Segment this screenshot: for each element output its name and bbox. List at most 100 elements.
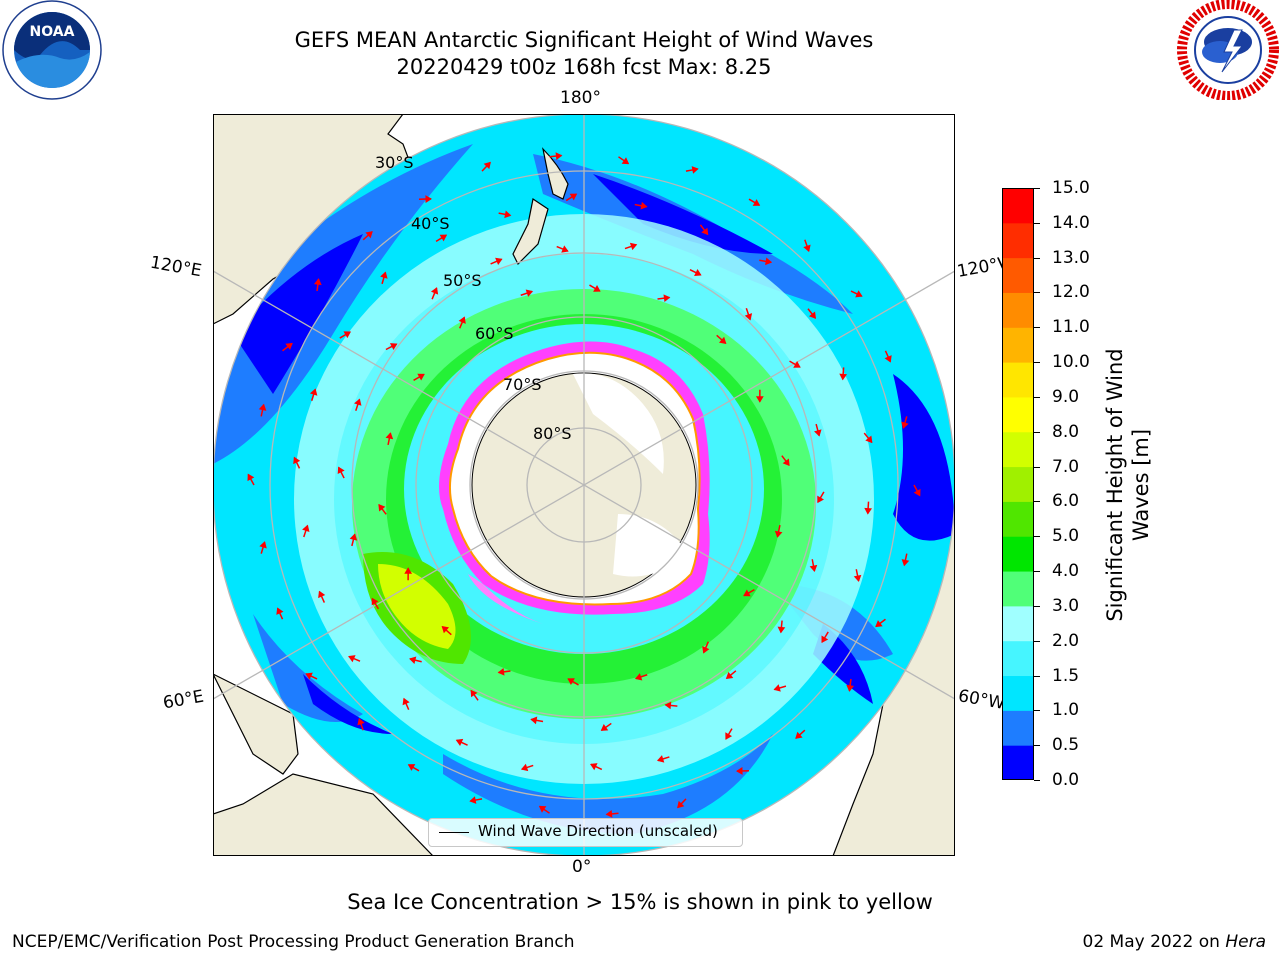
wind-arrow-head — [520, 763, 529, 772]
wind-arrow-head — [285, 342, 293, 350]
wind-arrow-head — [458, 316, 466, 324]
wind-arrow-head — [663, 294, 671, 303]
colorbar-tick-label: 14.0 — [1052, 212, 1090, 233]
wind-arrow-head — [875, 620, 883, 628]
colorbar-border — [1002, 188, 1034, 780]
colorbar-segment — [1002, 327, 1034, 363]
wind-arrow-head — [774, 530, 783, 538]
wind-arrow-head — [736, 767, 743, 775]
noaa-logo: NOAA — [2, 0, 102, 100]
colorbar — [1002, 188, 1034, 780]
wind-arrow-head — [814, 429, 822, 437]
wind-arrow-head — [404, 567, 413, 574]
wind-arrow-head — [309, 388, 318, 396]
colorbar-tick-mark — [1034, 745, 1040, 747]
colorbar-tick-label: 8.0 — [1052, 421, 1080, 442]
wind-arrow-head — [809, 564, 818, 572]
wind-arrow-head — [855, 290, 863, 298]
wind-arrow-head — [425, 195, 432, 203]
colorbar-tick-mark — [1034, 640, 1040, 642]
colorbar-segment — [1002, 292, 1034, 328]
wind-arrow-head — [357, 717, 365, 726]
wind-arrow-head — [441, 626, 450, 634]
wind-arrow-head — [864, 507, 873, 515]
colorbar-tick-label: 3.0 — [1052, 595, 1080, 616]
wind-arrow-head — [378, 503, 386, 512]
wind-arrow-head — [621, 157, 630, 165]
wind-arrow-head — [302, 524, 310, 532]
wind-arrow-head — [409, 656, 417, 664]
wind-arrow-head — [305, 672, 313, 680]
wind-arrow-head — [417, 373, 425, 381]
colorbar-label: Significant Height of Wind Waves [m] — [1103, 348, 1153, 622]
wind-arrow-head — [913, 488, 921, 497]
colorbar-tick-mark — [1034, 257, 1040, 259]
wind-arrow-head — [455, 738, 464, 747]
wind-arrow-head — [846, 684, 854, 692]
wind-arrow-head — [318, 590, 326, 599]
wind-arrow-head — [634, 673, 643, 681]
colorbar-tick-label: 2.0 — [1052, 630, 1080, 651]
colorbar-tick-label: 6.0 — [1052, 491, 1080, 512]
wind-arrow-head — [569, 193, 578, 201]
wind-arrow-head — [530, 716, 538, 725]
wind-arrow-head — [777, 626, 786, 634]
wind-arrow-head — [525, 289, 534, 297]
colorbar-tick-label: 10.0 — [1052, 352, 1090, 373]
wind-arrow-head — [402, 697, 410, 706]
colorbar-tick-label: 11.0 — [1052, 317, 1090, 338]
wind-arrow-head — [469, 796, 477, 804]
wind-arrow-head — [782, 458, 790, 467]
graticule — [213, 114, 955, 856]
wind-arrow-head — [901, 421, 909, 429]
wind-arrow-head — [694, 269, 702, 277]
colorbar-tick-mark — [1034, 501, 1040, 503]
wind-arrow-head — [691, 166, 699, 174]
colorbar-tick-label: 13.0 — [1052, 247, 1090, 268]
wind-arrow-head — [276, 607, 284, 615]
wind-arrow-head — [380, 271, 388, 279]
wind-arrow-head — [725, 671, 734, 680]
colorbar-tick-label: 0.0 — [1052, 770, 1080, 790]
colorbar-segment — [1002, 536, 1034, 572]
colorbar-tick-mark — [1034, 536, 1040, 538]
wind-arrow-head — [664, 701, 672, 710]
colorbar-tick-label: 1.0 — [1052, 700, 1080, 721]
colorbar-tick-label: 9.0 — [1052, 386, 1080, 407]
colorbar-tick-mark — [1034, 222, 1040, 224]
lat-label-40s: 40°S — [411, 214, 450, 233]
legend-line-swatch — [439, 832, 469, 833]
wind-arrow-head — [590, 763, 598, 771]
chart-subtitle: 20220429 t00z 168h fcst Max: 8.25 — [396, 55, 772, 79]
colorbar-tick-label: 0.5 — [1052, 735, 1080, 756]
wind-arrow-head — [470, 689, 478, 698]
wind-arrow-head — [348, 655, 356, 663]
wind-arrow-head — [593, 284, 601, 292]
wind-arrow-head — [343, 331, 351, 339]
colorbar-tick-label: 1.5 — [1052, 665, 1080, 686]
colorbar-tick-mark — [1034, 362, 1040, 364]
colorbar-tick-mark — [1034, 571, 1040, 573]
colorbar-tick-mark — [1034, 396, 1040, 398]
wind-arrow-head — [430, 287, 439, 295]
wind-arrow-head — [821, 635, 829, 644]
wind-arrow-head — [701, 227, 709, 236]
wind-arrow-head — [497, 667, 505, 676]
wind-arrow-head — [495, 257, 503, 265]
wind-arrow-head — [803, 244, 811, 253]
wind-arrow-head — [385, 432, 394, 440]
colorbar-segment — [1002, 396, 1034, 433]
colorbar-tick-mark — [1034, 431, 1040, 433]
wind-arrow-head — [793, 361, 801, 368]
colorbar-segment — [1002, 257, 1034, 293]
wind-arrow-head — [365, 231, 373, 239]
wind-arrow-head — [755, 396, 764, 403]
land-africa — [213, 673, 434, 856]
lon-label-60e: 60°E — [161, 686, 206, 714]
colorbar-tick-mark — [1034, 675, 1040, 677]
wind-arrow-head — [677, 800, 685, 809]
colorbar-tick-mark — [1034, 780, 1040, 781]
colorbar-tick-label: 12.0 — [1052, 282, 1090, 303]
wind-arrow-head — [865, 435, 873, 444]
wind-arrow-head — [702, 646, 710, 654]
